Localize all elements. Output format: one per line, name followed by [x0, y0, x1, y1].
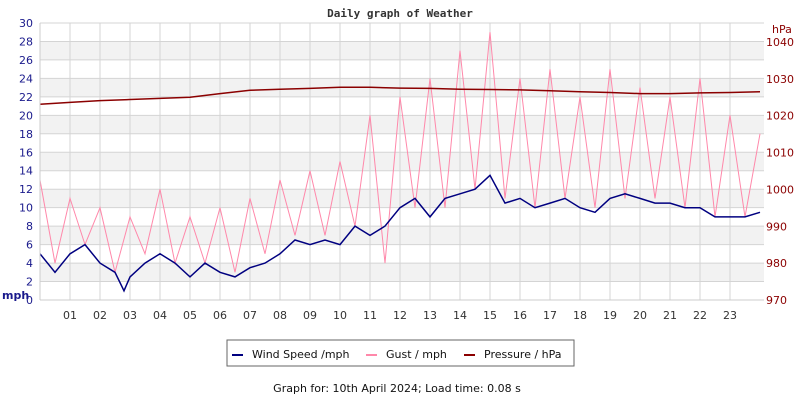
x-tick-label: 17 [543, 309, 557, 322]
x-tick-label: 23 [723, 309, 737, 322]
right-tick-label: 1000 [766, 183, 794, 196]
x-tick-label: 18 [573, 309, 587, 322]
series-line-wind [39, 174, 761, 293]
left-tick-label: 24 [19, 72, 33, 85]
series-line-gust [39, 32, 761, 273]
grid-band [40, 226, 764, 245]
x-tick-label: 16 [513, 309, 527, 322]
x-tick-label: 05 [183, 309, 197, 322]
left-tick-label: 18 [19, 128, 33, 141]
chart-title: Daily graph of Weather [327, 7, 473, 20]
left-tick-label: 8 [26, 220, 33, 233]
x-tick-label: 22 [693, 309, 707, 322]
left-tick-label: 26 [19, 54, 33, 67]
x-tick-label: 14 [453, 309, 467, 322]
left-tick-label: 28 [19, 35, 33, 48]
left-tick-label: 20 [19, 109, 33, 122]
left-tick-label: 16 [19, 146, 33, 159]
grid-band [40, 152, 764, 171]
left-tick-label: 0 [26, 294, 33, 307]
x-tick-label: 07 [243, 309, 257, 322]
x-tick-label: 11 [363, 309, 377, 322]
left-tick-label: 10 [19, 202, 33, 215]
left-tick-label: 14 [19, 165, 33, 178]
x-tick-label: 13 [423, 309, 437, 322]
right-tick-label: 990 [766, 220, 787, 233]
legend-label-wind: Wind Speed /mph [252, 348, 350, 361]
left-tick-label: 22 [19, 91, 33, 104]
footer-text: Graph for: 10th April 2024; Load time: 0… [273, 382, 521, 395]
legend-label-pressure: Pressure / hPa [484, 348, 562, 361]
x-tick-label: 20 [633, 309, 647, 322]
right-tick-label: 1030 [766, 73, 794, 86]
x-tick-label: 21 [663, 309, 677, 322]
x-tick-label: 12 [393, 309, 407, 322]
x-tick-label: 03 [123, 309, 137, 322]
x-tick-label: 09 [303, 309, 317, 322]
x-tick-label: 04 [153, 309, 167, 322]
grid-band [40, 263, 764, 282]
series-line-pressure [39, 86, 761, 106]
left-tick-label: 6 [26, 239, 33, 252]
right-tick-label: 1010 [766, 147, 794, 160]
x-tick-label: 08 [273, 309, 287, 322]
left-tick-label: 4 [26, 257, 33, 270]
legend: Wind Speed /mph Gust / mph Pressure / hP… [226, 339, 575, 367]
right-tick-label: 1040 [766, 36, 794, 49]
right-tick-label: 1020 [766, 110, 794, 123]
grid-band [40, 189, 764, 208]
right-tick-label: 970 [766, 294, 787, 307]
x-tick-label: 01 [63, 309, 77, 322]
legend-label-gust: Gust / mph [386, 348, 447, 361]
left-tick-label: 30 [19, 17, 33, 30]
x-tick-label: 10 [333, 309, 347, 322]
x-tick-label: 06 [213, 309, 227, 322]
x-tick-label: 19 [603, 309, 617, 322]
x-tick-label: 15 [483, 309, 497, 322]
grid-band [40, 115, 764, 134]
x-tick-label: 02 [93, 309, 107, 322]
left-tick-label: 12 [19, 183, 33, 196]
grid-band [40, 41, 764, 60]
left-axis-label: mph [2, 289, 29, 302]
left-tick-label: 2 [26, 276, 33, 289]
right-tick-label: 980 [766, 257, 787, 270]
right-axis-label: hPa [772, 23, 792, 36]
